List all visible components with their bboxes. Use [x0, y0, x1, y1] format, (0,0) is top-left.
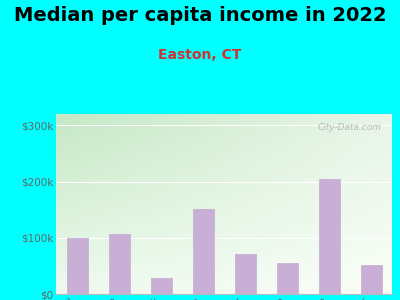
Bar [192, 208, 214, 294]
Bar [360, 265, 382, 294]
Bar [234, 254, 256, 294]
Bar [150, 278, 172, 294]
Text: City-Data.com: City-Data.com [318, 123, 382, 132]
Text: Median per capita income in 2022: Median per capita income in 2022 [14, 6, 386, 25]
Bar [108, 234, 130, 294]
Bar [318, 179, 340, 294]
Text: Easton, CT: Easton, CT [158, 48, 242, 62]
Bar [276, 263, 298, 294]
Bar [66, 238, 88, 294]
